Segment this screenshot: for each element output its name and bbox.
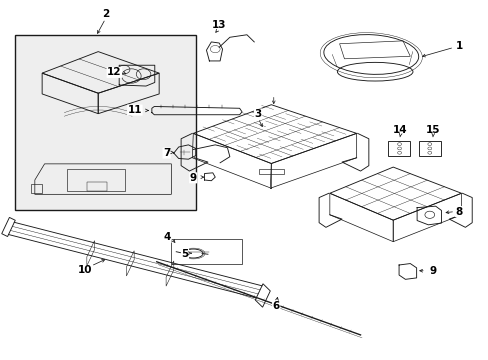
Text: 5: 5 bbox=[181, 248, 188, 258]
Text: 1: 1 bbox=[454, 41, 462, 51]
Text: 7: 7 bbox=[163, 148, 170, 158]
Text: 9: 9 bbox=[189, 173, 196, 183]
Text: 12: 12 bbox=[107, 67, 122, 77]
Bar bbox=[171, 239, 242, 264]
Bar bbox=[66, 169, 125, 191]
Text: 9: 9 bbox=[429, 266, 436, 276]
Text: 8: 8 bbox=[454, 207, 462, 217]
Text: 11: 11 bbox=[127, 105, 142, 115]
Text: 13: 13 bbox=[211, 20, 226, 30]
Text: 4: 4 bbox=[163, 232, 171, 242]
Text: 14: 14 bbox=[392, 125, 407, 135]
Text: 6: 6 bbox=[272, 301, 279, 311]
Bar bbox=[87, 182, 107, 191]
Text: 15: 15 bbox=[425, 125, 440, 135]
Text: 3: 3 bbox=[254, 109, 261, 119]
Bar bbox=[15, 35, 195, 211]
Text: 2: 2 bbox=[102, 9, 109, 19]
Text: 10: 10 bbox=[77, 265, 92, 275]
